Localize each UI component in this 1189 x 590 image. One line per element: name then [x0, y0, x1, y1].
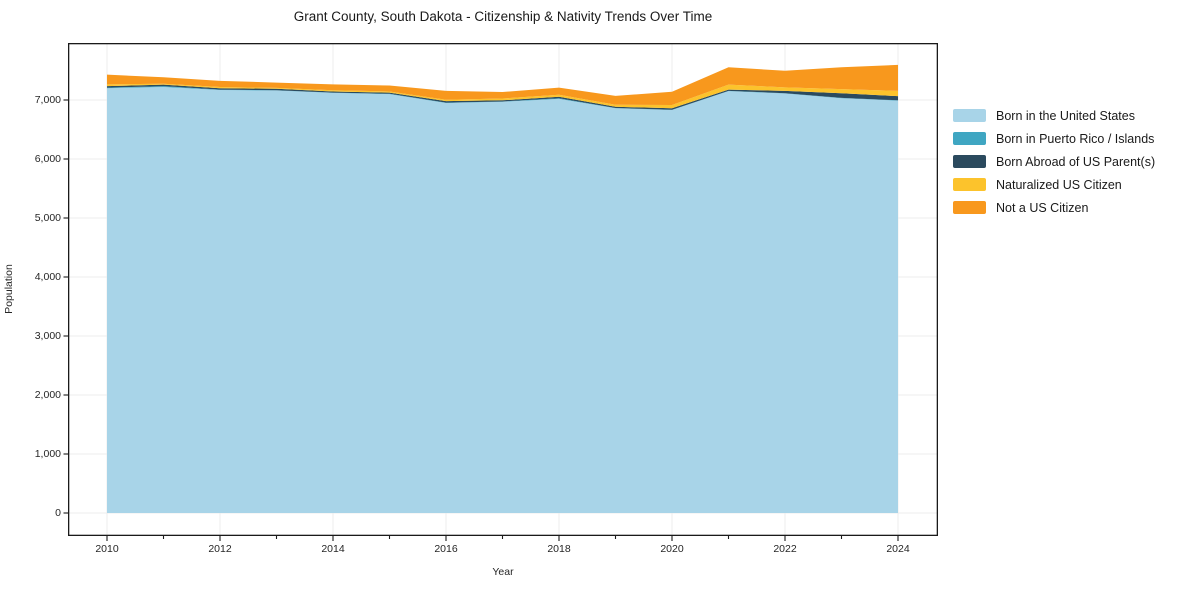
y-tick-label: 0 — [55, 506, 61, 519]
chart-title: Grant County, South Dakota - Citizenship… — [293, 9, 713, 24]
y-axis-title: Population — [3, 264, 15, 314]
x-tick-label: 2016 — [434, 543, 458, 555]
y-tick-label: 6,000 — [34, 152, 61, 165]
legend-swatch-icon — [953, 109, 986, 122]
plot-area — [63, 42, 939, 541]
y-tick-label: 2,000 — [34, 388, 61, 401]
x-tick-label: 2018 — [547, 543, 571, 555]
x-tick-label: 2022 — [773, 543, 797, 555]
x-tick-label: 2020 — [660, 543, 684, 555]
y-tick-label: 3,000 — [34, 329, 61, 342]
legend-label: Naturalized US Citizen — [996, 177, 1122, 192]
legend-label: Not a US Citizen — [996, 200, 1089, 215]
area-series-4 — [107, 64, 898, 106]
y-tick-label: 5,000 — [34, 211, 61, 224]
x-tick-label: 2012 — [208, 543, 232, 555]
x-axis-title: Year — [492, 566, 514, 578]
legend-item: Naturalized US Citizen — [953, 173, 1155, 196]
y-tick-label: 7,000 — [34, 93, 61, 106]
area-series-2 — [107, 84, 898, 110]
legend-label: Born in Puerto Rico / Islands — [996, 131, 1155, 146]
x-tick-label: 2010 — [95, 543, 119, 555]
legend-label: Born in the United States — [996, 108, 1135, 123]
legend-swatch-icon — [953, 132, 986, 145]
y-tick-label: 4,000 — [34, 270, 61, 283]
legend-item: Born in the United States — [953, 104, 1155, 127]
y-tick-label: 1,000 — [34, 447, 61, 460]
legend-swatch-icon — [953, 178, 986, 191]
plot-border — [67, 42, 939, 537]
x-tick-label: 2024 — [886, 543, 910, 555]
legend-item: Not a US Citizen — [953, 196, 1155, 219]
x-tick-label: 2014 — [321, 543, 345, 555]
legend-swatch-icon — [953, 155, 986, 168]
legend-item: Born in Puerto Rico / Islands — [953, 127, 1155, 150]
legend-item: Born Abroad of US Parent(s) — [953, 150, 1155, 173]
area-series-3 — [107, 83, 898, 109]
legend: Born in the United States Born in Puerto … — [953, 104, 1155, 219]
legend-swatch-icon — [953, 201, 986, 214]
area-series-0 — [107, 87, 898, 513]
legend-label: Born Abroad of US Parent(s) — [996, 154, 1156, 169]
